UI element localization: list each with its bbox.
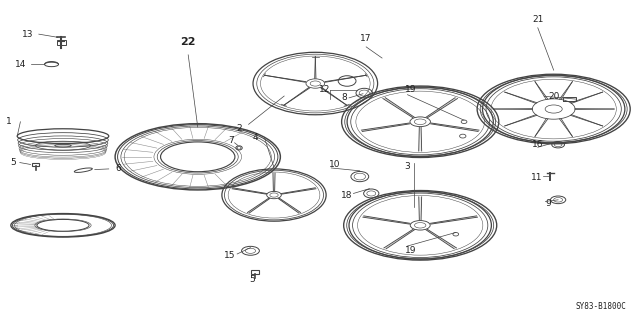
Text: 2: 2: [236, 124, 242, 132]
Text: 7: 7: [229, 136, 234, 145]
Text: 18: 18: [341, 190, 353, 200]
Text: 16: 16: [532, 140, 543, 148]
Text: 6: 6: [115, 164, 121, 173]
Text: 11: 11: [531, 173, 542, 182]
Text: 15: 15: [224, 251, 235, 260]
Text: 12: 12: [319, 85, 331, 94]
Text: 17: 17: [361, 35, 372, 44]
Text: 9: 9: [546, 198, 552, 207]
Text: 19: 19: [405, 246, 417, 255]
Bar: [251, 270, 259, 274]
Text: 14: 14: [15, 60, 27, 69]
Text: 21: 21: [532, 15, 543, 24]
Text: 20: 20: [548, 92, 559, 101]
Text: 22: 22: [180, 37, 196, 47]
Bar: [563, 97, 576, 101]
Text: SY83-B1800C: SY83-B1800C: [576, 302, 627, 311]
Bar: [57, 40, 66, 45]
Text: 4: 4: [252, 133, 258, 142]
Text: 5: 5: [11, 158, 17, 167]
Text: 10: 10: [329, 160, 340, 169]
Text: 1: 1: [6, 117, 12, 126]
Bar: [32, 163, 39, 166]
Text: 5: 5: [249, 275, 255, 284]
Text: 13: 13: [22, 30, 34, 39]
Text: 19: 19: [405, 85, 417, 94]
Text: 8: 8: [341, 93, 347, 102]
Text: 3: 3: [404, 162, 410, 171]
